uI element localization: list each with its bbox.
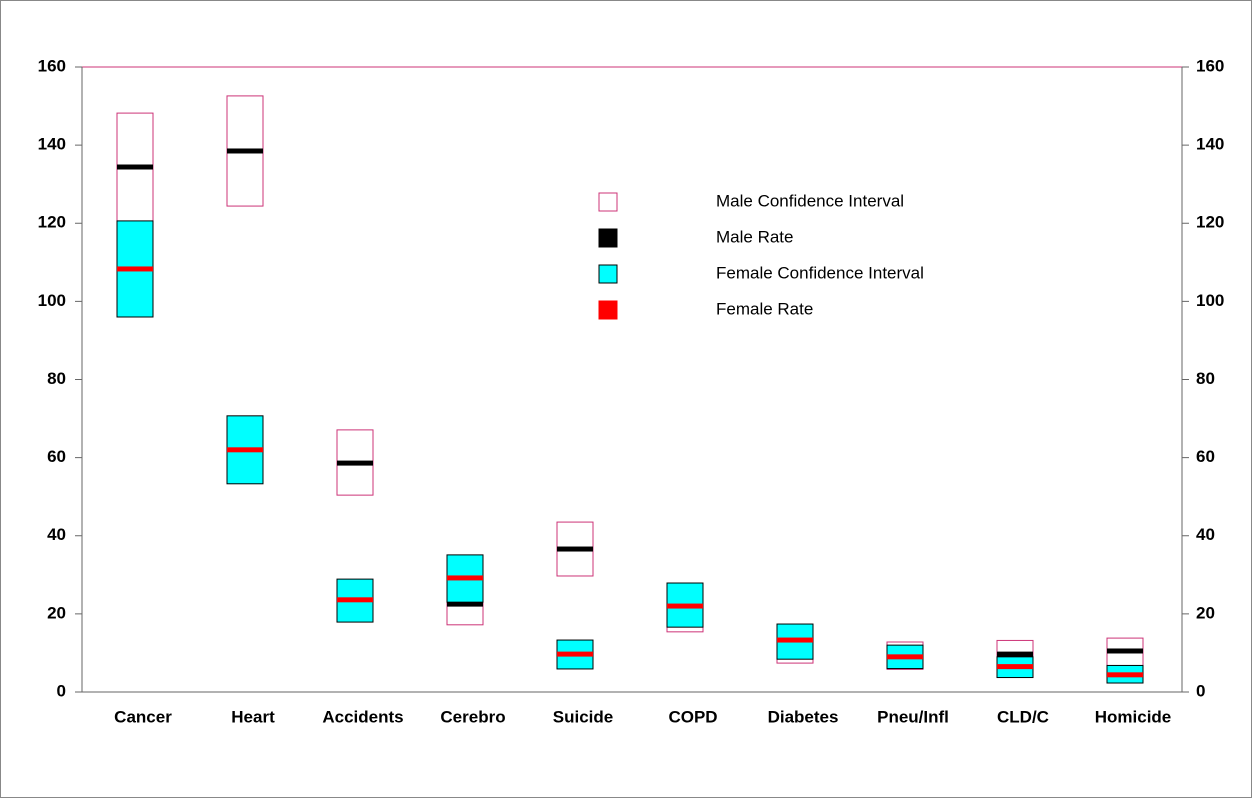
x-tick-label: Cerebro [440, 707, 505, 726]
y-tick-label: 120 [38, 213, 66, 232]
y-tick-label: 40 [47, 525, 66, 544]
x-tick-label: Diabetes [768, 707, 839, 726]
y-tick-label: 60 [47, 447, 66, 466]
rate-mark [997, 651, 1033, 657]
legend-swatch [598, 300, 618, 320]
rate-mark [337, 597, 373, 603]
rate-mark [117, 266, 153, 272]
y2-tick-label: 80 [1196, 369, 1215, 388]
y2-tick-label: 0 [1196, 681, 1205, 700]
rate-mark [1107, 648, 1143, 654]
rate-mark [887, 654, 923, 660]
rate-mark [557, 651, 593, 657]
y2-tick-label: 160 [1196, 56, 1224, 75]
rate-mark [777, 637, 813, 643]
y-tick-label: 80 [47, 369, 66, 388]
y-tick-label: 140 [38, 135, 66, 154]
legend-label: Male Rate [716, 227, 793, 246]
x-tick-label: CLD/C [997, 707, 1049, 726]
x-tick-label: Homicide [1095, 707, 1172, 726]
y2-tick-label: 120 [1196, 213, 1224, 232]
rate-mark [227, 447, 263, 453]
rate-mark [667, 603, 703, 609]
y2-tick-label: 40 [1196, 525, 1215, 544]
legend-swatch [598, 192, 618, 212]
x-tick-label: Cancer [114, 707, 172, 726]
x-tick-label: Suicide [553, 707, 613, 726]
legend-label: Male Confidence Interval [716, 191, 904, 210]
rate-mark [447, 601, 483, 607]
x-tick-label: Heart [231, 707, 275, 726]
legend-swatch [598, 264, 618, 284]
y2-tick-label: 60 [1196, 447, 1215, 466]
rate-mark [117, 164, 153, 170]
rate-mark [227, 148, 263, 154]
y-tick-label: 100 [38, 291, 66, 310]
y2-tick-label: 20 [1196, 603, 1215, 622]
legend-label: Female Rate [716, 299, 813, 318]
y2-tick-label: 140 [1196, 135, 1224, 154]
legend-swatch [598, 228, 618, 248]
y-tick-label: 20 [47, 603, 66, 622]
x-tick-label: Accidents [322, 707, 403, 726]
y2-tick-label: 100 [1196, 291, 1224, 310]
legend-label: Female Confidence Interval [716, 263, 924, 282]
rate-mark [337, 460, 373, 466]
rate-mark [1107, 672, 1143, 678]
rate-mark [997, 664, 1033, 670]
y-tick-label: 0 [57, 681, 66, 700]
rate-mark [447, 575, 483, 581]
x-tick-label: COPD [668, 707, 717, 726]
rate-mark [557, 546, 593, 552]
x-tick-label: Pneu/Infl [877, 707, 949, 726]
y-tick-label: 160 [38, 56, 66, 75]
